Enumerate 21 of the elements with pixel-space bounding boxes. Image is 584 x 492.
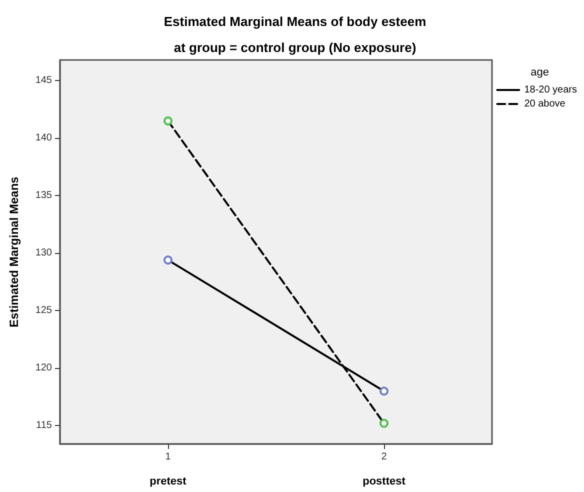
x-tick-label: 2 — [381, 452, 388, 462]
point — [164, 116, 172, 126]
text: pretest — [150, 476, 187, 488]
y-tick-label: 145 — [35, 75, 52, 86]
y-tick-label: 140 — [35, 132, 52, 144]
y-tick-label: 125 — [35, 305, 52, 316]
legend-label: 20 above — [524, 98, 566, 110]
y-tick-label: 135 — [35, 190, 52, 202]
y-tick-label: 115 — [36, 420, 52, 432]
y-axis-title: Estimated Marginal Means — [7, 176, 21, 328]
chart-title: Estimated Marginal Means of body esteem — [164, 14, 426, 29]
point — [164, 256, 172, 265]
y-tick-label: 130 — [35, 248, 52, 259]
point — [380, 418, 388, 428]
y-tick-label: 120 — [35, 362, 52, 374]
x-tick-label: 1 — [165, 452, 172, 462]
legend-label: 18-20 years — [524, 84, 578, 96]
chart-subtitle: at group = control group (No exposure) — [174, 40, 416, 55]
legend-title: age — [530, 66, 550, 78]
text: posttest — [362, 476, 406, 488]
point — [380, 386, 388, 396]
